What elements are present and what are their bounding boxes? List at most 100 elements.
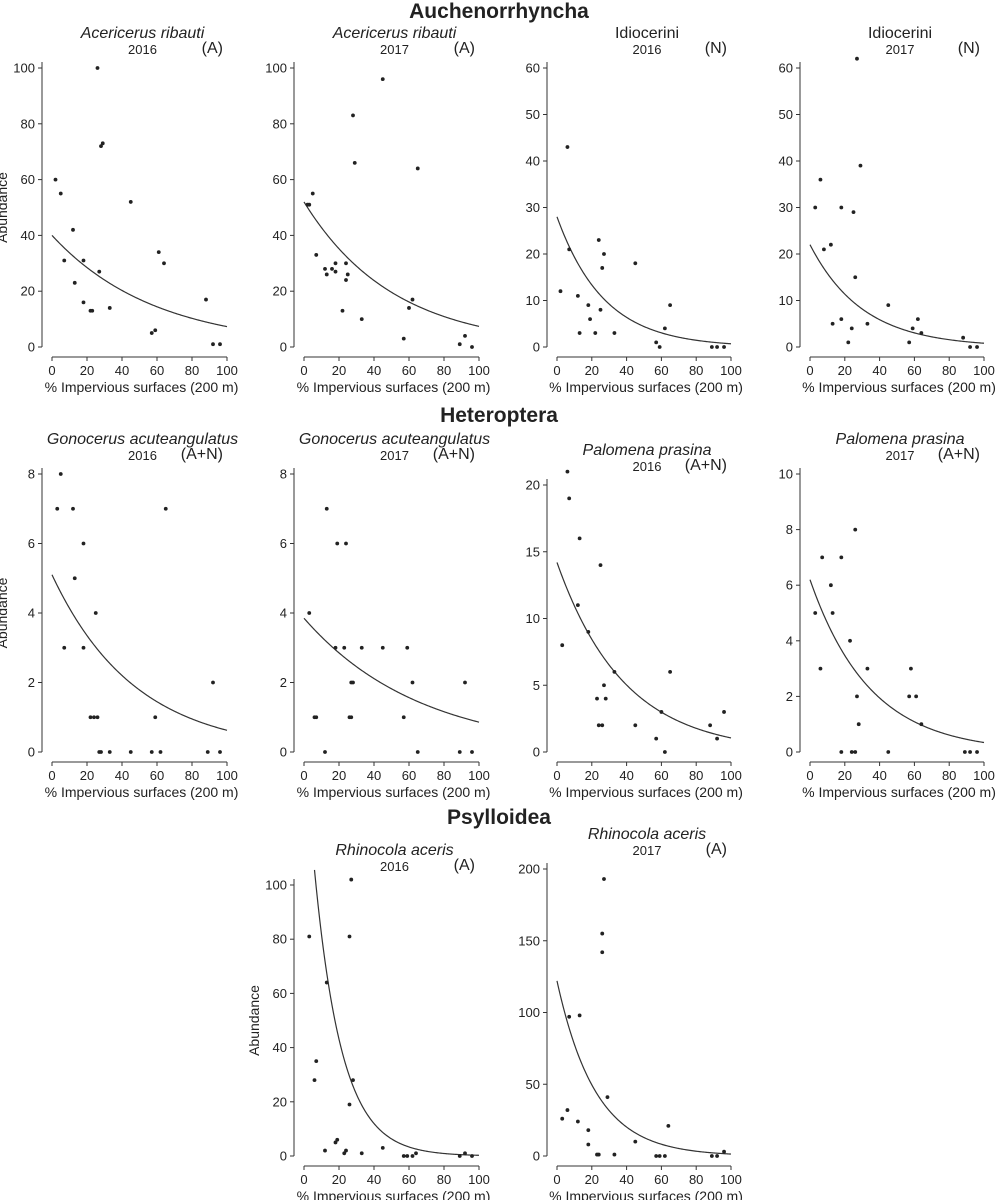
data-point [342,645,347,650]
x-axis-label: % Impervious surfaces (200 m) [297,379,491,395]
fit-curve [51,234,228,328]
data-point [349,877,354,882]
data-point [593,331,598,335]
data-point [600,266,605,270]
data-point [907,340,912,345]
data-point [344,541,348,546]
y-tick-label: 0 [786,745,793,760]
data-point [822,247,826,252]
x-tick-label: 40 [619,363,633,378]
x-tick-label: 40 [115,363,129,378]
data-point [849,326,854,331]
panel-title: Rhinocola aceris [588,826,706,843]
data-point [323,750,327,754]
data-point [668,670,672,674]
y-axis-label: Abundance [246,985,262,1056]
y-tick-label: 0 [280,1149,287,1164]
data-point [567,1014,572,1019]
data-point [344,261,348,266]
y-tick-label: 20 [526,478,540,493]
data-point [128,200,133,204]
data-point [310,191,315,196]
data-point [351,1078,355,1083]
data-point [975,750,979,754]
data-point [662,750,667,754]
panel-year: 2017 [633,843,662,858]
data-point [914,694,919,699]
data-point [909,666,913,671]
x-tick-label: 60 [402,1172,416,1187]
data-point [81,541,86,546]
data-point [560,643,565,648]
data-point [602,252,606,256]
panel-year: 2016 [128,448,157,463]
x-tick-label: 40 [872,363,886,378]
y-tick-label: 80 [273,932,287,947]
x-tick-label: 80 [437,768,451,783]
x-tick-label: 100 [468,1172,490,1187]
data-point [577,1013,582,1018]
data-point [349,715,354,720]
panel-tag: (N) [705,40,727,57]
data-point [410,297,415,302]
data-point [153,328,158,333]
fit-curve [556,216,732,345]
data-point [62,258,67,263]
x-axis-label: % Impervious surfaces (200 m) [549,1188,743,1200]
data-point [72,280,77,285]
data-point [915,317,920,321]
y-tick-label: 60 [779,61,793,76]
data-point [830,611,835,615]
data-point [359,317,364,321]
data-point [586,1128,591,1133]
data-point [886,750,891,754]
data-point [211,342,215,347]
data-point [323,266,327,271]
y-tick-label: 2 [786,689,793,704]
x-tick-label: 20 [332,768,346,783]
data-point [324,272,329,277]
data-point [910,326,915,331]
y-tick-label: 2 [280,675,287,690]
y-tick-label: 80 [273,116,287,131]
data-point [205,750,210,754]
data-point [654,1154,659,1158]
data-point [612,670,617,674]
panel-title: Rhinocola aceris [335,842,453,859]
panel-year: 2017 [886,42,915,57]
data-point [53,177,58,182]
y-tick-label: 200 [518,862,540,877]
y-tick-label: 5 [533,678,540,693]
data-point [662,1154,667,1158]
panel-tag: (A+N) [181,446,223,463]
y-tick-label: 6 [280,536,287,551]
data-point [380,77,385,82]
fit-curve [51,574,228,731]
x-tick-label: 60 [907,768,921,783]
data-point [93,611,98,615]
x-tick-label: 0 [553,768,560,783]
x-tick-label: 20 [838,363,852,378]
data-point [567,247,572,252]
data-point [71,506,75,511]
data-point [380,645,385,650]
data-point [818,177,823,182]
y-tick-label: 60 [273,986,287,1001]
data-point [107,750,112,754]
x-axis-label: % Impervious surfaces (200 m) [802,379,996,395]
data-point [463,333,467,338]
data-point [654,736,659,741]
data-point [324,506,329,511]
x-tick-label: 0 [48,768,55,783]
x-tick-label: 100 [973,768,995,783]
data-point [149,750,154,754]
y-tick-label: 100 [265,61,287,76]
data-point [347,934,352,939]
x-axis-label: % Impervious surfaces (200 m) [45,379,239,395]
data-point [633,723,638,728]
y-tick-label: 0 [280,340,287,355]
data-point [586,1142,591,1147]
data-point [457,342,462,347]
data-point [839,555,844,560]
